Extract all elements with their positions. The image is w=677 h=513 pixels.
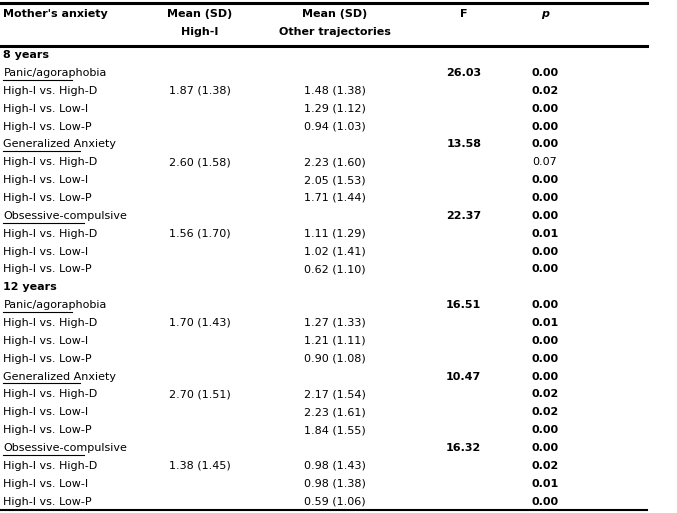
Text: 1.87 (1.38): 1.87 (1.38) <box>169 86 231 96</box>
Text: 0.07: 0.07 <box>533 157 557 167</box>
Text: Other trajectories: Other trajectories <box>279 27 391 37</box>
Text: 0.02: 0.02 <box>531 407 559 417</box>
Text: 1.29 (1.12): 1.29 (1.12) <box>304 104 366 114</box>
Text: 0.62 (1.10): 0.62 (1.10) <box>304 264 366 274</box>
Text: 0.00: 0.00 <box>531 140 559 149</box>
Text: High-I vs. High-D: High-I vs. High-D <box>3 86 97 96</box>
Text: 1.21 (1.11): 1.21 (1.11) <box>304 336 366 346</box>
Text: High-I: High-I <box>181 27 219 37</box>
Text: High-I vs. Low-P: High-I vs. Low-P <box>3 353 92 364</box>
Text: 0.00: 0.00 <box>531 122 559 131</box>
Text: 13.58: 13.58 <box>446 140 481 149</box>
Text: 2.05 (1.53): 2.05 (1.53) <box>304 175 366 185</box>
Text: 12 years: 12 years <box>3 282 57 292</box>
Text: Mother's anxiety: Mother's anxiety <box>3 9 108 19</box>
Text: 0.98 (1.43): 0.98 (1.43) <box>304 461 366 471</box>
Text: 22.37: 22.37 <box>446 211 481 221</box>
Text: 1.71 (1.44): 1.71 (1.44) <box>304 193 366 203</box>
Text: Mean (SD): Mean (SD) <box>167 9 232 19</box>
Text: p: p <box>541 9 549 19</box>
Text: 2.60 (1.58): 2.60 (1.58) <box>169 157 231 167</box>
Text: 16.32: 16.32 <box>446 443 481 453</box>
Text: 0.02: 0.02 <box>531 86 559 96</box>
Text: High-I vs. Low-I: High-I vs. Low-I <box>3 247 89 256</box>
Text: 0.00: 0.00 <box>531 336 559 346</box>
Text: 1.38 (1.45): 1.38 (1.45) <box>169 461 231 471</box>
Text: 0.00: 0.00 <box>531 497 559 506</box>
Text: High-I vs. Low-I: High-I vs. Low-I <box>3 407 89 417</box>
Text: 0.59 (1.06): 0.59 (1.06) <box>304 497 366 506</box>
Text: 1.56 (1.70): 1.56 (1.70) <box>169 229 231 239</box>
Text: 0.00: 0.00 <box>531 247 559 256</box>
Text: High-I vs. Low-I: High-I vs. Low-I <box>3 336 89 346</box>
Text: 0.00: 0.00 <box>531 175 559 185</box>
Text: 0.01: 0.01 <box>531 229 559 239</box>
Text: 1.70 (1.43): 1.70 (1.43) <box>169 318 231 328</box>
Text: 0.00: 0.00 <box>531 193 559 203</box>
Text: High-I vs. Low-P: High-I vs. Low-P <box>3 264 92 274</box>
Text: 1.02 (1.41): 1.02 (1.41) <box>304 247 366 256</box>
Text: Obsessive-compulsive: Obsessive-compulsive <box>3 211 127 221</box>
Text: High-I vs. Low-I: High-I vs. Low-I <box>3 175 89 185</box>
Text: High-I vs. High-D: High-I vs. High-D <box>3 389 97 399</box>
Text: High-I vs. Low-P: High-I vs. Low-P <box>3 497 92 506</box>
Text: Panic/agoraphobia: Panic/agoraphobia <box>3 68 107 78</box>
Text: 0.00: 0.00 <box>531 300 559 310</box>
Text: 0.00: 0.00 <box>531 264 559 274</box>
Text: Panic/agoraphobia: Panic/agoraphobia <box>3 300 107 310</box>
Text: 1.11 (1.29): 1.11 (1.29) <box>304 229 366 239</box>
Text: 16.51: 16.51 <box>446 300 481 310</box>
Text: Obsessive-compulsive: Obsessive-compulsive <box>3 443 127 453</box>
Text: 2.70 (1.51): 2.70 (1.51) <box>169 389 231 399</box>
Text: 2.23 (1.61): 2.23 (1.61) <box>304 407 366 417</box>
Text: High-I vs. High-D: High-I vs. High-D <box>3 318 97 328</box>
Text: 0.00: 0.00 <box>531 211 559 221</box>
Text: 1.84 (1.55): 1.84 (1.55) <box>304 425 366 435</box>
Text: Generalized Anxiety: Generalized Anxiety <box>3 140 116 149</box>
Text: 0.00: 0.00 <box>531 371 559 382</box>
Text: High-I vs. Low-P: High-I vs. Low-P <box>3 122 92 131</box>
Text: High-I vs. Low-P: High-I vs. Low-P <box>3 193 92 203</box>
Text: 0.00: 0.00 <box>531 68 559 78</box>
Text: 0.90 (1.08): 0.90 (1.08) <box>304 353 366 364</box>
Text: 0.94 (1.03): 0.94 (1.03) <box>304 122 366 131</box>
Text: High-I vs. High-D: High-I vs. High-D <box>3 229 97 239</box>
Text: 2.17 (1.54): 2.17 (1.54) <box>304 389 366 399</box>
Text: High-I vs. High-D: High-I vs. High-D <box>3 461 97 471</box>
Text: F: F <box>460 9 468 19</box>
Text: 0.02: 0.02 <box>531 461 559 471</box>
Text: High-I vs. Low-I: High-I vs. Low-I <box>3 479 89 489</box>
Text: High-I vs. Low-P: High-I vs. Low-P <box>3 425 92 435</box>
Text: High-I vs. High-D: High-I vs. High-D <box>3 157 97 167</box>
Text: 1.48 (1.38): 1.48 (1.38) <box>304 86 366 96</box>
Text: 0.98 (1.38): 0.98 (1.38) <box>304 479 366 489</box>
Text: 10.47: 10.47 <box>446 371 481 382</box>
Text: Generalized Anxiety: Generalized Anxiety <box>3 371 116 382</box>
Text: 1.27 (1.33): 1.27 (1.33) <box>304 318 366 328</box>
Text: 8 years: 8 years <box>3 50 49 60</box>
Text: 0.02: 0.02 <box>531 389 559 399</box>
Text: 2.23 (1.60): 2.23 (1.60) <box>304 157 366 167</box>
Text: 0.00: 0.00 <box>531 443 559 453</box>
Text: 0.00: 0.00 <box>531 104 559 114</box>
Text: 0.00: 0.00 <box>531 353 559 364</box>
Text: High-I vs. Low-I: High-I vs. Low-I <box>3 104 89 114</box>
Text: 0.00: 0.00 <box>531 425 559 435</box>
Text: 0.01: 0.01 <box>531 318 559 328</box>
Text: Mean (SD): Mean (SD) <box>303 9 368 19</box>
Text: 0.01: 0.01 <box>531 479 559 489</box>
Text: 26.03: 26.03 <box>446 68 481 78</box>
